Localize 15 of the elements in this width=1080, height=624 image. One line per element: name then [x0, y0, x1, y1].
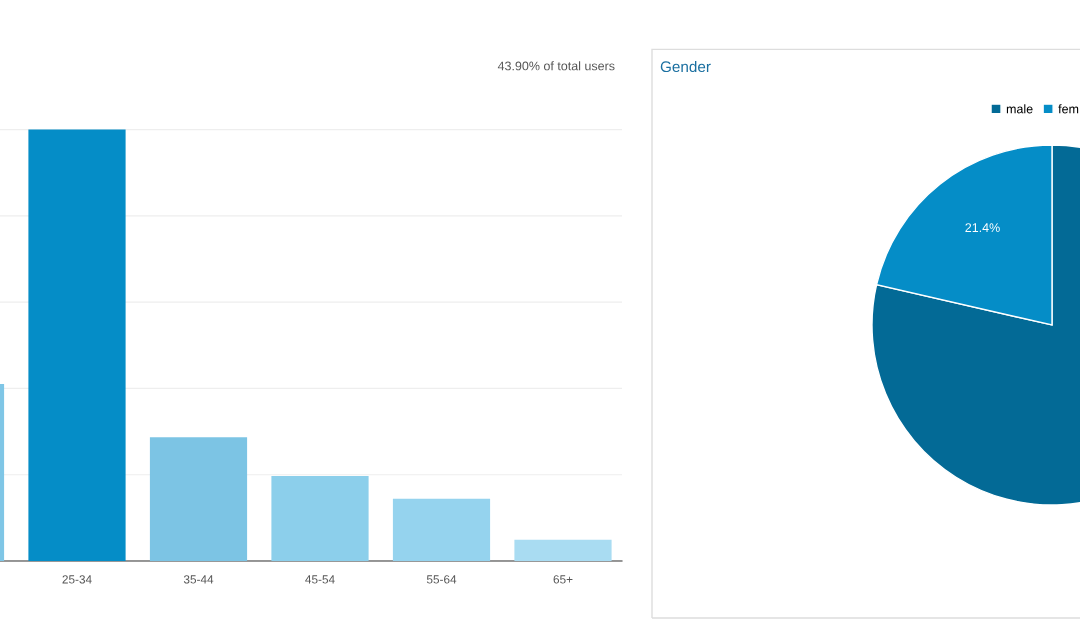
bar	[28, 129, 126, 561]
bar	[271, 476, 369, 561]
text: Gender	[660, 60, 711, 73]
text: 43.90% of total users	[497, 61, 615, 71]
x-tick-label: 65+	[553, 575, 573, 584]
data-label: 21.4%	[965, 223, 1000, 232]
x-tick-label: 45-54	[305, 575, 335, 584]
x-tick-label: 55-64	[426, 575, 457, 584]
legend-label: male	[1006, 104, 1033, 114]
legend-label: fem	[1058, 104, 1079, 114]
bar	[149, 437, 248, 561]
x-tick-label: 25-34	[62, 575, 92, 584]
bar	[514, 539, 612, 561]
bar	[392, 498, 491, 561]
x-tick-label: 35-44	[183, 575, 214, 584]
